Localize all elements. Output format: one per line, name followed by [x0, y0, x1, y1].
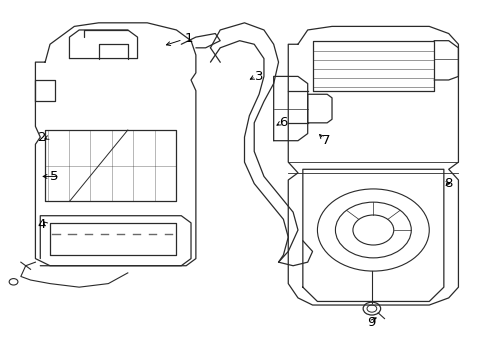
Text: 1: 1	[184, 32, 192, 45]
Text: 9: 9	[366, 316, 374, 329]
Text: 8: 8	[444, 177, 452, 190]
Text: 2: 2	[39, 131, 47, 144]
Text: 3: 3	[254, 70, 263, 83]
Text: 7: 7	[321, 134, 330, 147]
Text: 4: 4	[37, 218, 45, 231]
Text: 5: 5	[50, 170, 58, 183]
Text: 6: 6	[279, 116, 287, 129]
